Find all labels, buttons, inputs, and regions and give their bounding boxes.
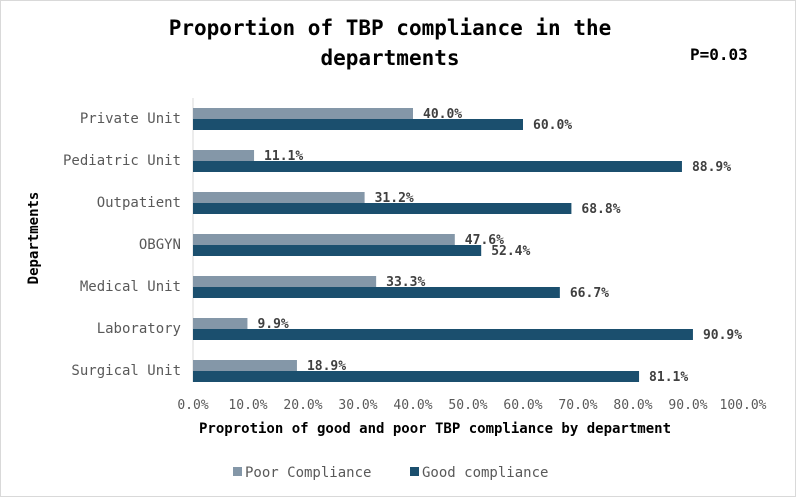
p-value-annotation: P=0.03 [690,45,748,64]
x-tick-label: 60.0% [503,398,542,413]
bar-good-compliance [193,287,560,298]
x-tick-label: 20.0% [283,398,322,413]
data-label: 66.7% [570,286,609,301]
category-label: OBGYN [139,237,181,253]
bar-poor-compliance [193,108,413,119]
legend: Poor Compliance Good compliance [233,465,548,481]
category-label: Private Unit [80,111,181,127]
category-label: Surgical Unit [71,363,181,379]
bar-good-compliance [193,371,640,382]
y-axis-title: Departments [26,192,42,285]
x-tick-label: 100.0% [720,398,767,413]
data-label: 88.9% [692,160,731,175]
bar-good-compliance [193,245,482,256]
category-label: Pediatric Unit [63,153,181,169]
bar-poor-compliance [193,318,248,329]
legend-label: Good compliance [422,465,548,481]
x-tick-label: 50.0% [448,398,487,413]
x-tick-label: 80.0% [613,398,652,413]
legend-label: Poor Compliance [245,465,371,481]
data-label: 33.3% [386,275,425,290]
category-label: Medical Unit [80,279,181,295]
bar-poor-compliance [193,192,365,203]
bar-poor-compliance [193,234,455,245]
data-label: 18.9% [307,359,346,374]
bar-poor-compliance [193,150,255,161]
bar-good-compliance [193,119,523,130]
chart-title: Proportion of TBP compliance in the depa… [168,16,612,70]
bar-good-compliance [193,329,693,340]
legend-swatch [410,467,419,476]
x-tick-label: 40.0% [393,398,432,413]
bar-good-compliance [193,161,682,172]
data-label: 40.0% [423,107,462,122]
data-label: 68.8% [581,202,620,217]
data-label: 9.9% [257,317,288,332]
bar-good-compliance [193,203,572,214]
data-label: 31.2% [375,191,414,206]
data-label: 47.6% [465,233,504,248]
x-tick-label: 30.0% [338,398,377,413]
bar-poor-compliance [193,360,297,371]
x-tick-label: 70.0% [558,398,597,413]
x-tick-label: 0.0% [177,398,208,413]
x-tick-label: 10.0% [228,398,267,413]
data-label: 52.4% [491,244,530,259]
category-label: Laboratory [97,321,181,337]
data-label: 60.0% [533,118,572,133]
legend-swatch [233,467,242,476]
data-label: 81.1% [649,370,688,385]
x-tick-label: 90.0% [668,398,707,413]
category-label: Outpatient [97,195,181,211]
x-axis-title: Proprotion of good and poor TBP complian… [199,421,671,437]
data-label: 90.9% [703,328,742,343]
bar-poor-compliance [193,276,377,287]
data-label: 11.1% [264,149,303,164]
